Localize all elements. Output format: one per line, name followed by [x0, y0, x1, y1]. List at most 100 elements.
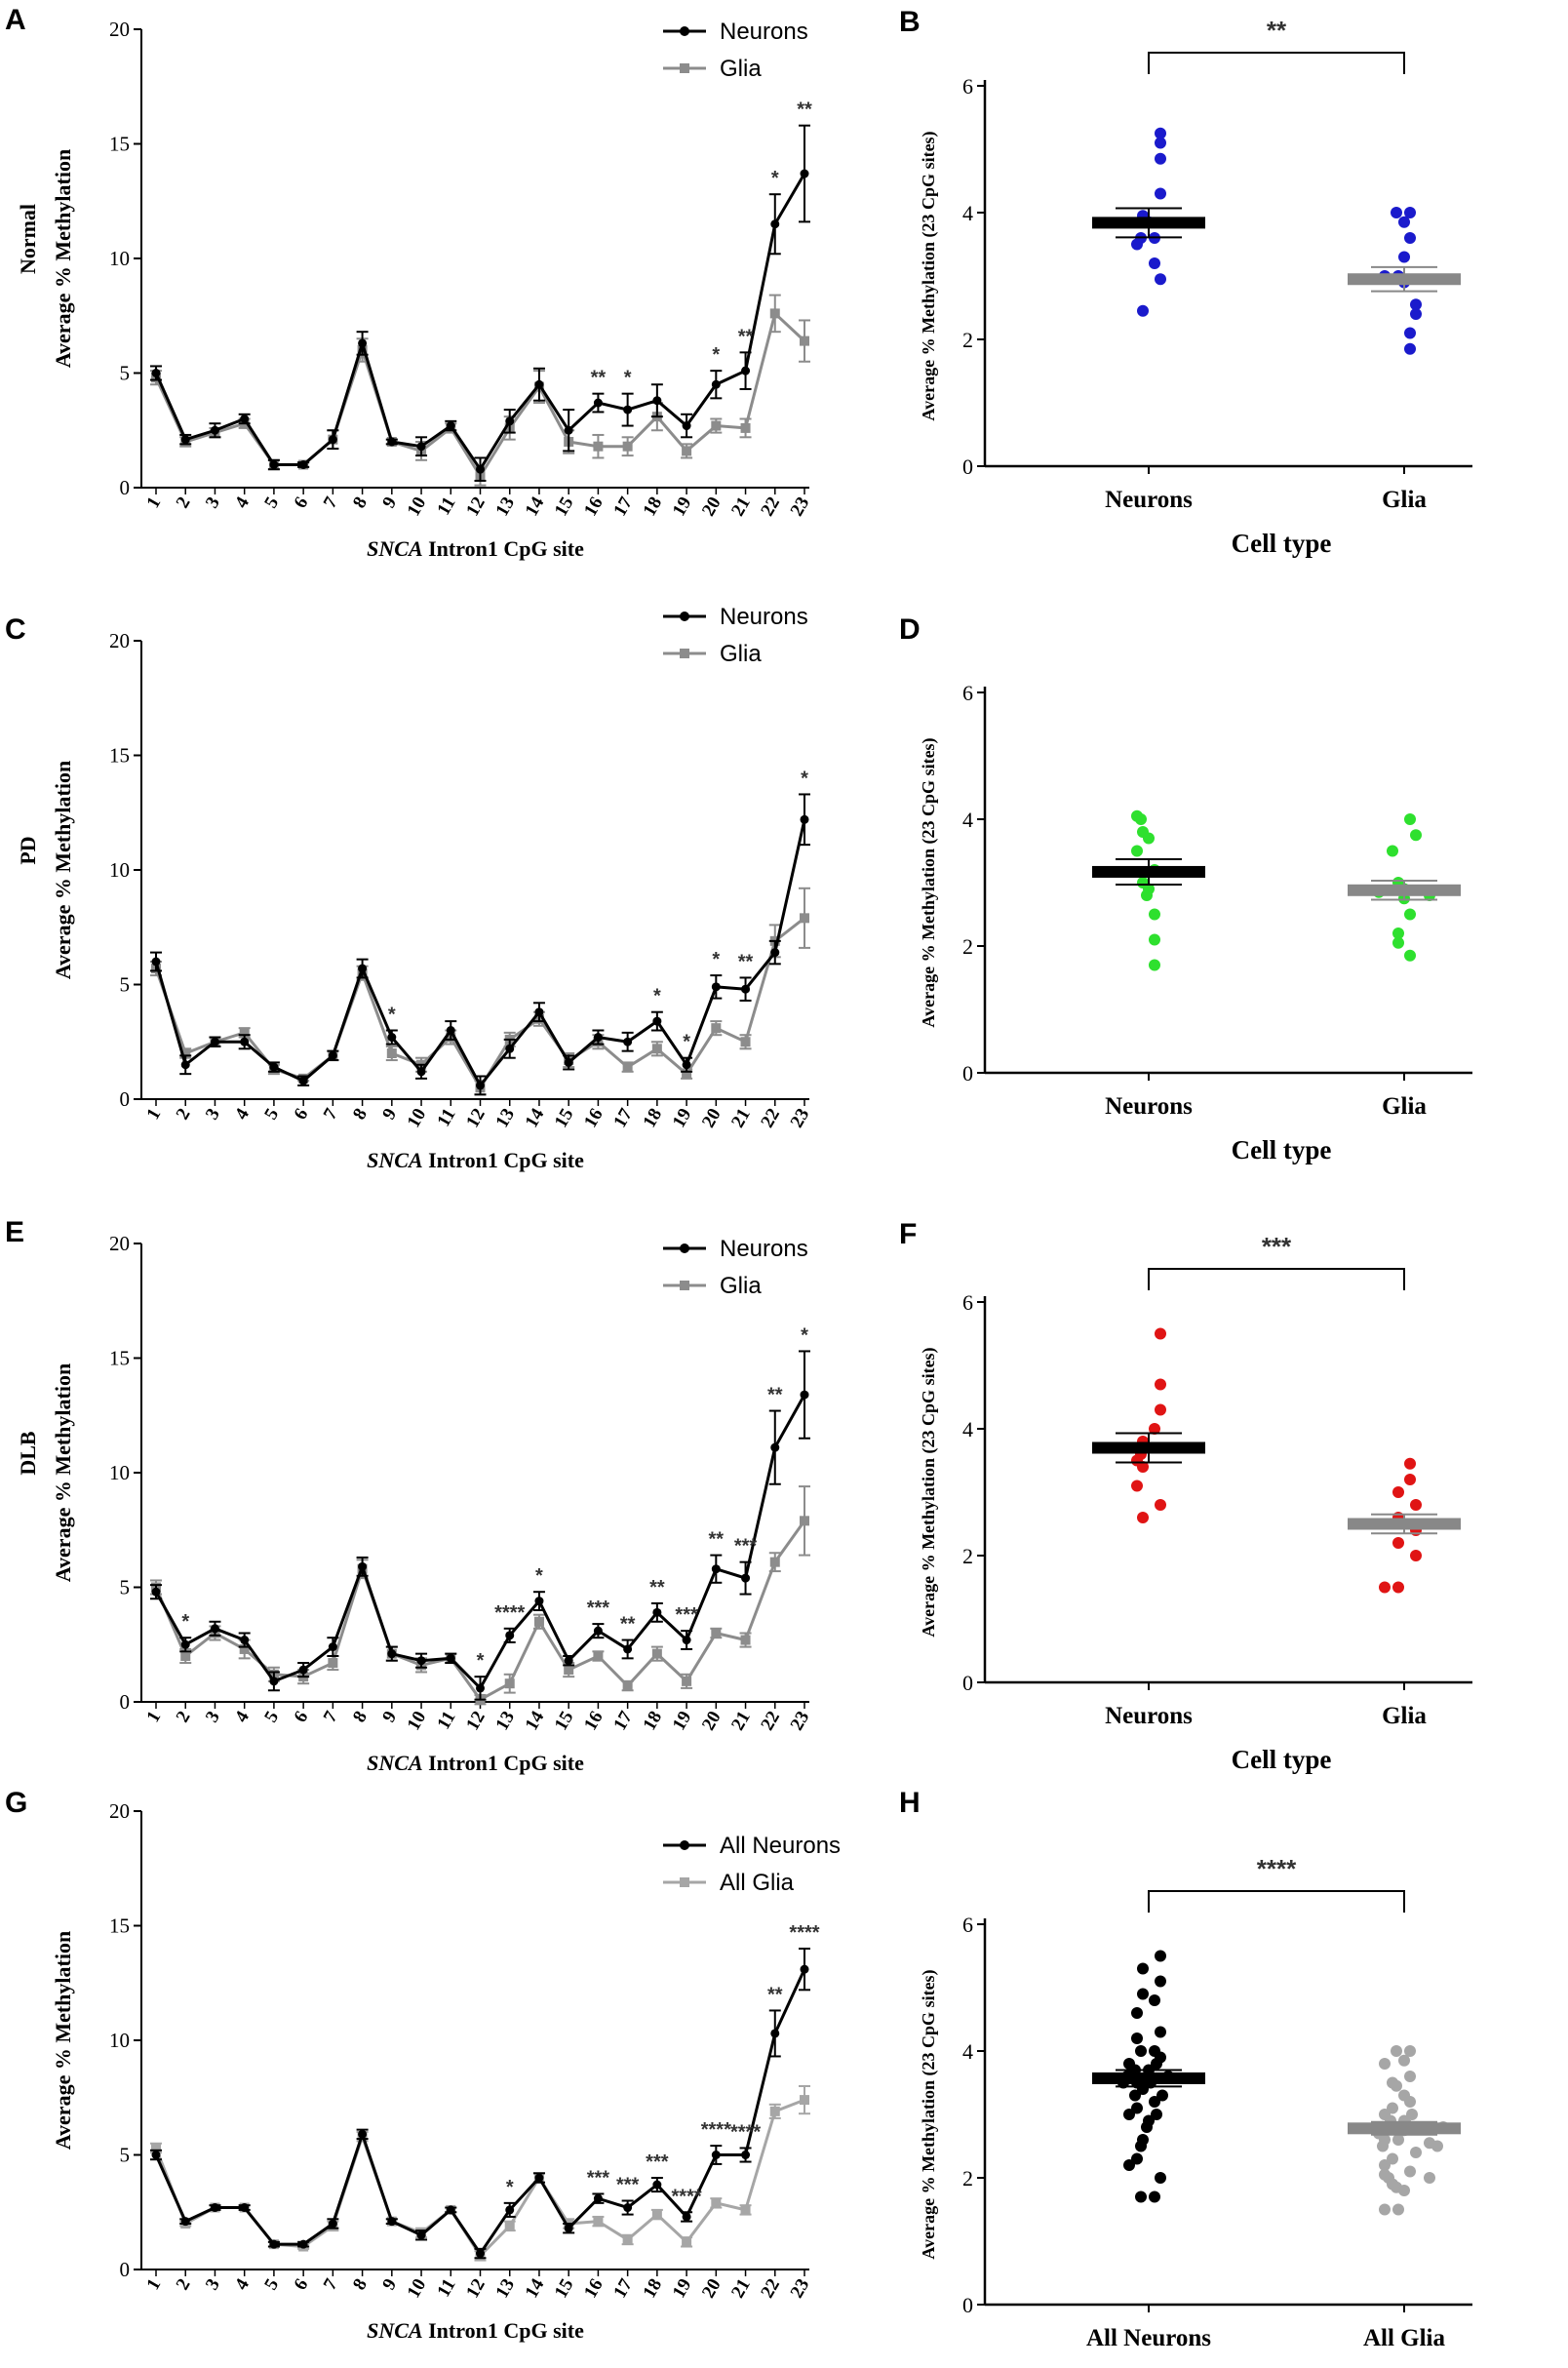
data-point	[1406, 2109, 1418, 2120]
x-axis-title-gene: SNCA	[367, 1148, 422, 1172]
data-point	[741, 2151, 751, 2159]
x-tick-label: 23	[787, 1708, 814, 1734]
data-point	[1392, 936, 1404, 949]
data-point	[800, 335, 809, 346]
data-point	[1410, 1550, 1422, 1561]
data-point	[1155, 187, 1166, 200]
x-tick-label: 2	[173, 1708, 195, 1726]
legend-marker	[680, 63, 689, 73]
x-tick-label: 5	[260, 1105, 283, 1124]
data-point	[741, 1573, 751, 1583]
series-neurons	[150, 124, 810, 482]
data-point	[1123, 2109, 1135, 2120]
legend-label: All Neurons	[720, 1833, 841, 1859]
legend-marker	[680, 1281, 689, 1290]
data-point	[1155, 1499, 1166, 1511]
x-tick-label: 18	[640, 1105, 667, 1131]
x-tick-label: 5	[260, 493, 283, 512]
x-tick-label: 9	[378, 1105, 401, 1124]
x-tick-label: 13	[491, 1105, 519, 1131]
data-point	[682, 1636, 691, 1645]
data-point	[269, 460, 279, 469]
significance-label: *	[801, 768, 808, 789]
y-tick-label: 5	[120, 362, 131, 385]
y-tick-label: 15	[109, 744, 130, 768]
x-tick-label: 17	[609, 1708, 637, 1734]
data-point	[652, 2180, 662, 2190]
legend-label: Neurons	[720, 1236, 808, 1262]
data-point	[328, 435, 337, 445]
significance-label: *	[624, 368, 632, 389]
x-tick-label: 15	[551, 1105, 578, 1131]
data-point	[711, 1564, 721, 1574]
data-point	[476, 464, 485, 474]
legend-label: Neurons	[720, 19, 808, 45]
significance-label: ****	[789, 1922, 819, 1944]
data-point	[298, 2239, 308, 2249]
data-point	[593, 398, 603, 408]
x-tick-label: 12	[462, 493, 490, 520]
y-tick-label: 10	[109, 1461, 130, 1484]
data-point	[1155, 2172, 1166, 2184]
data-point	[210, 1037, 219, 1046]
x-tick-label: 16	[580, 1105, 608, 1131]
data-point	[711, 420, 722, 431]
data-point	[1398, 2054, 1410, 2067]
y-tick-label: 5	[120, 2144, 131, 2167]
category-label: All Neurons	[1086, 2325, 1211, 2351]
legend-label: Glia	[720, 641, 762, 667]
x-axis-title: SNCA Intron1 CpG site	[367, 1148, 584, 1172]
x-tick-label: 4	[231, 2275, 254, 2294]
data-point	[151, 2143, 161, 2153]
data-point	[533, 1616, 544, 1627]
data-point	[505, 1631, 515, 1640]
data-point	[358, 964, 368, 973]
significance-label: ***	[587, 1598, 610, 1619]
x-tick-label: 8	[349, 493, 372, 512]
data-point	[1379, 2159, 1391, 2171]
data-point	[711, 379, 721, 389]
x-tick-label: 16	[580, 2275, 608, 2302]
data-point	[769, 308, 780, 319]
x-tick-label: 21	[727, 1105, 755, 1131]
x-tick-label: 9	[378, 1708, 401, 1726]
data-point	[1131, 238, 1143, 251]
data-point	[1404, 342, 1416, 355]
legend-marker	[680, 612, 689, 621]
series-all-glia	[150, 2085, 810, 2262]
data-point	[1404, 813, 1416, 825]
data-point	[1387, 845, 1398, 857]
y-tick-label: 6	[962, 74, 973, 99]
data-point	[800, 913, 809, 924]
x-tick-label: 17	[609, 493, 637, 520]
data-point	[446, 421, 455, 431]
x-tick-label: 13	[491, 2275, 519, 2302]
significance-label: ***	[587, 2167, 610, 2189]
significance-label: **	[709, 1529, 725, 1551]
data-point	[151, 957, 161, 967]
data-point	[770, 219, 780, 229]
data-point	[1155, 1327, 1166, 1340]
data-point	[1431, 2140, 1443, 2152]
data-point	[1131, 2033, 1143, 2044]
y-tick-label: 2	[962, 934, 973, 959]
data-point	[1404, 232, 1416, 244]
data-point	[800, 814, 809, 824]
x-tick-label: 22	[757, 1105, 784, 1131]
data-point	[505, 416, 515, 426]
significance-label: ****	[672, 2186, 702, 2207]
x-tick-label: 20	[698, 493, 725, 520]
data-point	[652, 1607, 662, 1617]
x-tick-label: 22	[757, 493, 784, 520]
data-point	[1143, 832, 1155, 845]
significance-label: *	[712, 949, 720, 970]
row-label: Normal	[16, 204, 40, 274]
x-tick-label: 16	[580, 1708, 608, 1734]
x-tick-label: 6	[291, 1105, 313, 1124]
data-point	[416, 1067, 426, 1077]
legend-marker	[680, 649, 689, 658]
data-point	[1131, 2007, 1143, 2019]
y-tick-label: 10	[109, 2029, 130, 2052]
x-tick-label: 14	[522, 1105, 549, 1131]
series-glia	[150, 887, 810, 1096]
